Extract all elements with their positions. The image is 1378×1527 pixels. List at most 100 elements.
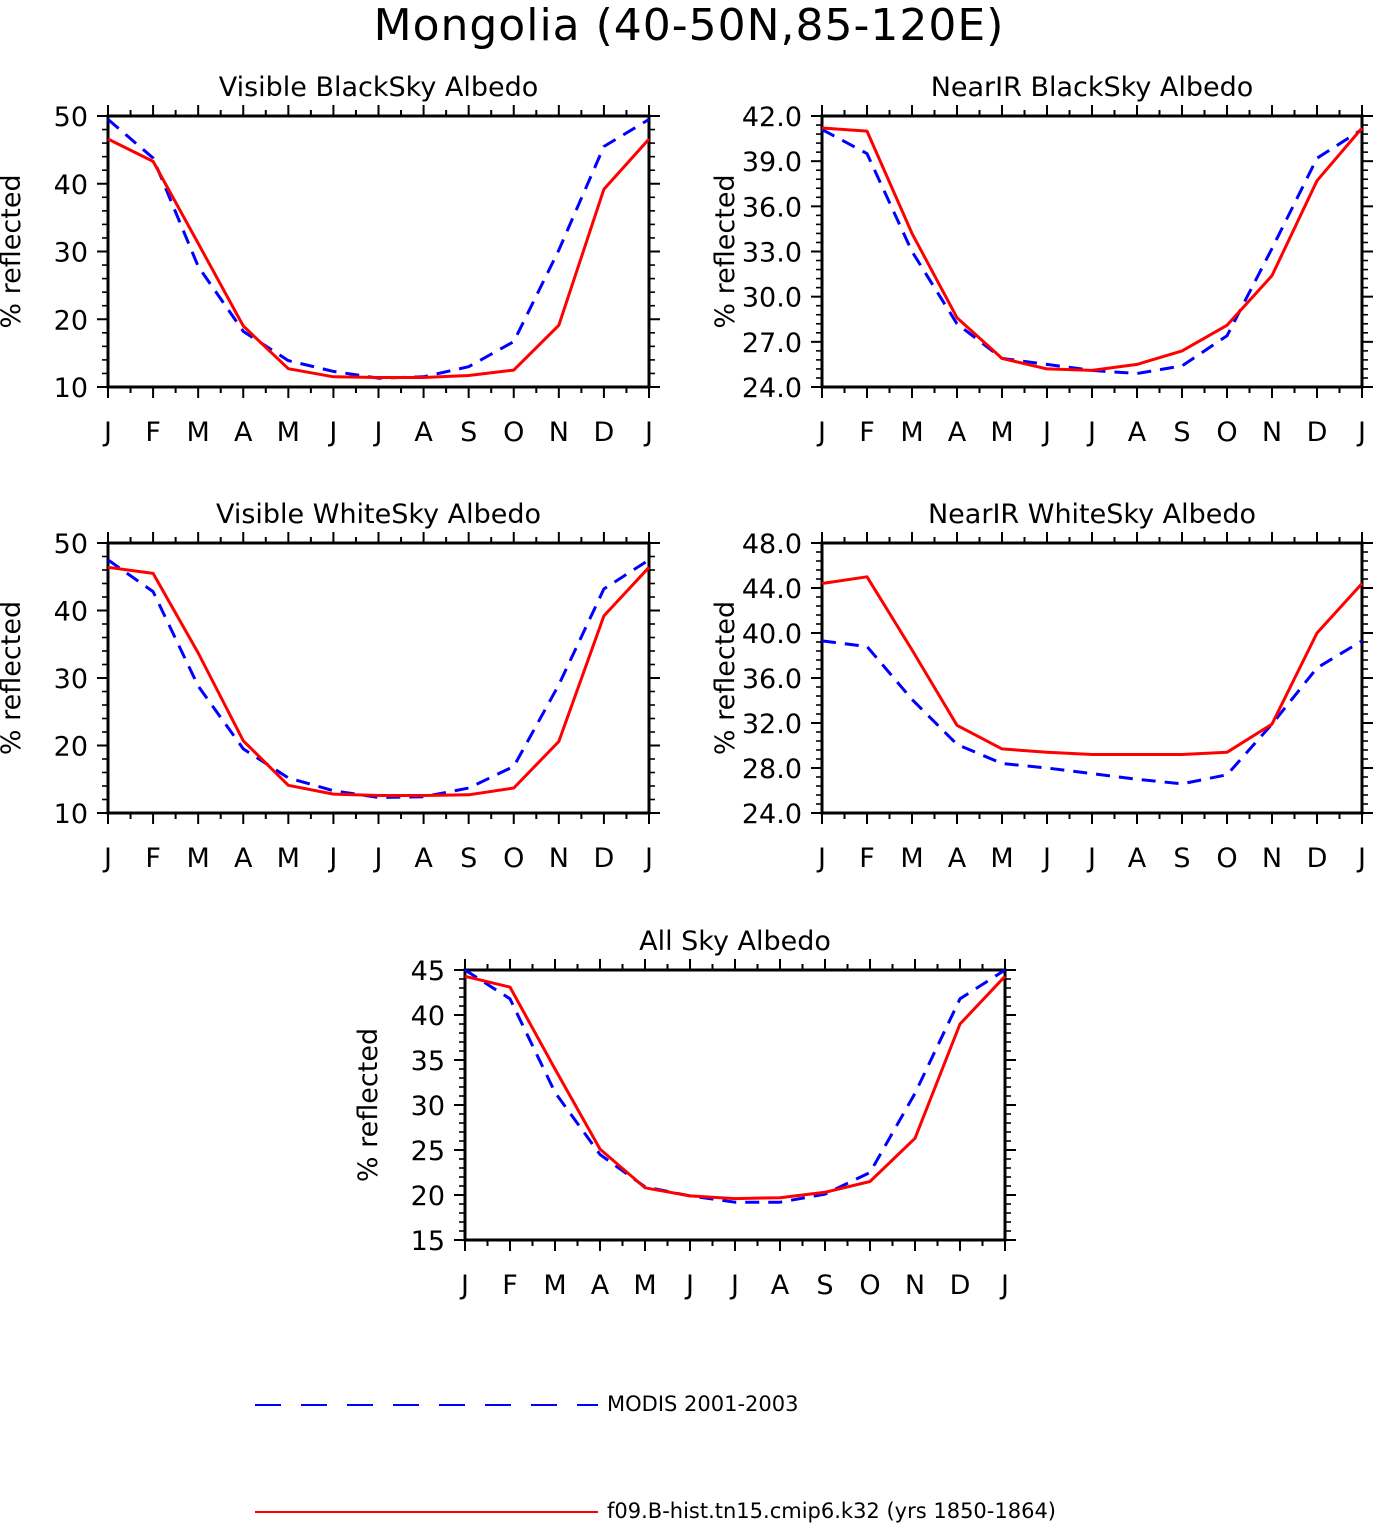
series-line-modis bbox=[107, 118, 650, 380]
series-line-model bbox=[821, 575, 1364, 756]
series-line-modis bbox=[107, 558, 650, 799]
chart-title: NearIR BlackSky Albedo bbox=[931, 72, 1254, 103]
y-tick-label: 36.0 bbox=[742, 192, 802, 223]
y-tick-label: 32.0 bbox=[742, 709, 802, 740]
y-tick-label: 24.0 bbox=[742, 799, 802, 830]
x-tick-label: A bbox=[771, 1270, 790, 1301]
x-tick-label: O bbox=[859, 1270, 880, 1301]
y-tick-label: 40 bbox=[54, 597, 88, 628]
y-axis-label: % reflected bbox=[353, 1028, 384, 1182]
x-tick-label: J bbox=[373, 417, 383, 448]
chart-title: NearIR WhiteSky Albedo bbox=[928, 499, 1256, 530]
y-tick-label: 40 bbox=[54, 170, 88, 201]
chart-title: Visible BlackSky Albedo bbox=[219, 72, 539, 103]
x-tick-label: F bbox=[145, 843, 161, 874]
x-tick-label: J bbox=[999, 1270, 1009, 1301]
x-tick-label: D bbox=[594, 843, 615, 874]
x-tick-label: N bbox=[1262, 843, 1282, 874]
x-tick-label: N bbox=[1262, 417, 1282, 448]
x-tick-label: S bbox=[816, 1270, 833, 1301]
x-tick-label: J bbox=[816, 843, 826, 874]
series-line-model bbox=[107, 137, 651, 379]
chart-title: All Sky Albedo bbox=[639, 926, 831, 957]
x-tick-label: D bbox=[594, 417, 615, 448]
x-tick-label: O bbox=[1216, 417, 1237, 448]
x-tick-label: D bbox=[950, 1270, 971, 1301]
x-tick-label: J bbox=[1041, 843, 1051, 874]
y-tick-label: 36.0 bbox=[742, 664, 802, 695]
plot-frame bbox=[106, 541, 651, 815]
x-tick-label: J bbox=[327, 843, 337, 874]
plot-frame bbox=[106, 114, 651, 389]
chart-title: Visible WhiteSky Albedo bbox=[216, 499, 541, 530]
series-line-model bbox=[107, 565, 651, 797]
x-tick-label: A bbox=[234, 843, 253, 874]
x-tick-label: A bbox=[1128, 417, 1147, 448]
x-tick-label: A bbox=[948, 843, 967, 874]
y-axis-label: % reflected bbox=[710, 601, 741, 755]
x-tick-label: O bbox=[1216, 843, 1237, 874]
y-tick-label: 20 bbox=[411, 1181, 445, 1212]
x-tick-label: M bbox=[543, 1270, 566, 1301]
x-tick-label: F bbox=[859, 417, 875, 448]
plot-frame bbox=[820, 541, 1364, 815]
x-tick-label: J bbox=[102, 417, 112, 448]
x-tick-label: M bbox=[900, 417, 923, 448]
x-tick-label: F bbox=[145, 417, 161, 448]
x-tick-label: M bbox=[187, 843, 210, 874]
x-tick-label: J bbox=[1356, 417, 1366, 448]
y-tick-label: 44.0 bbox=[742, 574, 802, 605]
x-tick-label: J bbox=[643, 843, 653, 874]
x-tick-label: M bbox=[277, 843, 300, 874]
plot-frame bbox=[820, 114, 1364, 389]
y-axis-label: % reflected bbox=[0, 174, 27, 328]
x-tick-label: J bbox=[459, 1270, 469, 1301]
series-line-modis bbox=[464, 968, 1006, 1204]
x-tick-label: A bbox=[234, 417, 253, 448]
y-tick-label: 25 bbox=[411, 1136, 445, 1167]
x-tick-label: J bbox=[643, 417, 653, 448]
x-tick-label: N bbox=[905, 1270, 925, 1301]
series-line-model bbox=[821, 126, 1364, 372]
y-tick-label: 15 bbox=[411, 1226, 445, 1257]
y-tick-label: 20 bbox=[54, 305, 88, 336]
x-tick-label: S bbox=[460, 843, 477, 874]
y-tick-label: 24.0 bbox=[742, 373, 802, 404]
y-tick-label: 30 bbox=[54, 664, 88, 695]
y-tick-label: 39.0 bbox=[742, 147, 802, 178]
x-tick-label: J bbox=[1041, 417, 1051, 448]
x-tick-label: J bbox=[1086, 417, 1096, 448]
y-tick-label: 42.0 bbox=[742, 102, 802, 133]
x-tick-label: A bbox=[591, 1270, 610, 1301]
x-tick-label: J bbox=[816, 417, 826, 448]
y-tick-label: 40 bbox=[411, 1001, 445, 1032]
y-tick-label: 30 bbox=[411, 1091, 445, 1122]
x-tick-label: J bbox=[1086, 843, 1096, 874]
y-tick-label: 30 bbox=[54, 238, 88, 269]
x-tick-label: M bbox=[633, 1270, 656, 1301]
y-tick-label: 48.0 bbox=[742, 529, 802, 560]
y-tick-label: 33.0 bbox=[742, 238, 802, 269]
x-tick-label: M bbox=[187, 417, 210, 448]
y-tick-label: 27.0 bbox=[742, 328, 802, 359]
x-tick-label: D bbox=[1307, 417, 1328, 448]
x-tick-label: J bbox=[373, 843, 383, 874]
x-tick-label: N bbox=[549, 843, 569, 874]
series-line-model bbox=[464, 974, 1007, 1201]
x-tick-label: A bbox=[414, 843, 433, 874]
series-line-modis bbox=[821, 639, 1363, 786]
x-tick-label: O bbox=[503, 417, 524, 448]
y-tick-label: 20 bbox=[54, 732, 88, 763]
x-tick-label: J bbox=[684, 1270, 694, 1301]
x-tick-label: F bbox=[502, 1270, 518, 1301]
x-tick-label: J bbox=[327, 417, 337, 448]
y-axis-label: % reflected bbox=[710, 174, 741, 328]
x-tick-label: J bbox=[729, 1270, 739, 1301]
x-tick-label: O bbox=[503, 843, 524, 874]
x-tick-label: M bbox=[277, 417, 300, 448]
